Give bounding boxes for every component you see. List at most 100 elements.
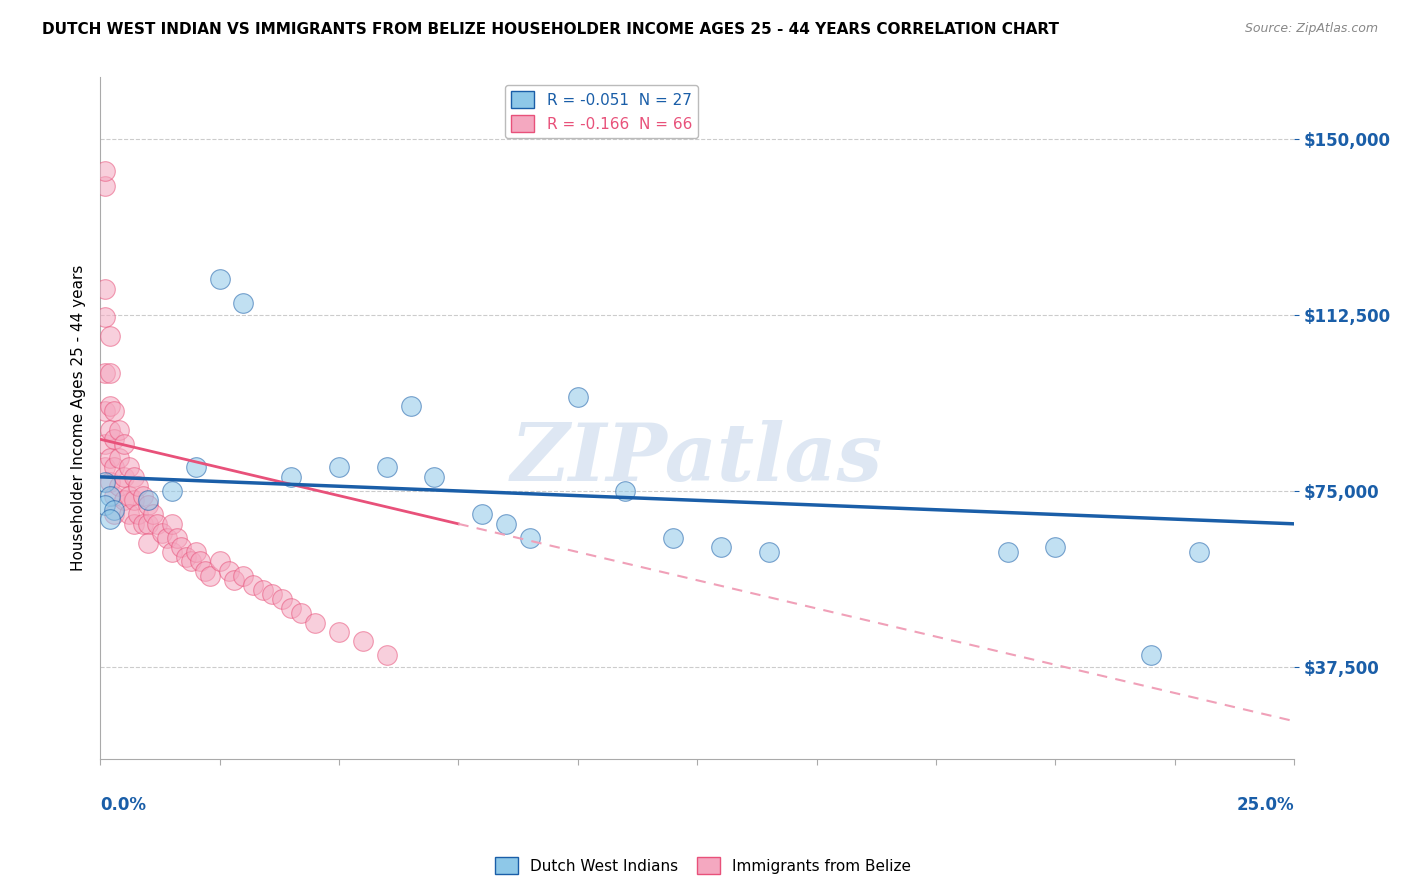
Point (136, 516, 159, 531)
Point (136, 535, 159, 549)
Point (103, 404, 125, 418)
Point (375, 648, 398, 663)
Point (94, 437, 117, 451)
Point (118, 508, 141, 522)
Point (997, 545, 1019, 559)
Text: 0.0%: 0.0% (100, 797, 146, 814)
Point (222, 573, 245, 587)
Point (1188, 545, 1211, 559)
Point (103, 502, 125, 516)
Point (108, 479, 131, 493)
Point (710, 541, 733, 555)
Point (136, 498, 159, 512)
Point (127, 479, 149, 493)
Point (252, 582, 274, 597)
Point (184, 545, 207, 559)
Point (1045, 541, 1067, 555)
Point (94, 282, 117, 296)
Point (122, 493, 145, 508)
Point (103, 508, 125, 522)
Point (170, 541, 193, 555)
Text: 25.0%: 25.0% (1236, 797, 1294, 814)
Point (232, 568, 254, 582)
Point (218, 564, 240, 578)
Legend: R = -0.051  N = 27, R = -0.166  N = 66: R = -0.051 N = 27, R = -0.166 N = 66 (505, 85, 697, 138)
Point (614, 483, 637, 498)
Point (118, 460, 141, 475)
Point (94, 367, 117, 381)
Point (94, 310, 117, 324)
Point (208, 272, 231, 286)
Point (194, 564, 217, 578)
Point (184, 460, 207, 475)
Point (94, 460, 117, 475)
Point (270, 592, 292, 607)
Text: DUTCH WEST INDIAN VS IMMIGRANTS FROM BELIZE HOUSEHOLDER INCOME AGES 25 - 44 YEAR: DUTCH WEST INDIAN VS IMMIGRANTS FROM BEL… (42, 22, 1059, 37)
Point (112, 470, 135, 484)
Point (132, 489, 155, 503)
Point (142, 508, 165, 522)
Point (118, 489, 141, 503)
Point (662, 531, 685, 545)
Point (98, 489, 121, 503)
Point (112, 493, 135, 508)
Point (519, 531, 541, 545)
Point (567, 390, 589, 404)
Point (122, 470, 145, 484)
Point (122, 516, 145, 531)
Point (290, 606, 312, 620)
Point (98, 451, 121, 466)
Text: ZIPatlas: ZIPatlas (510, 420, 883, 498)
Point (136, 493, 159, 508)
Point (98, 423, 121, 437)
Point (190, 554, 212, 568)
Point (103, 460, 125, 475)
Point (471, 508, 494, 522)
Point (156, 531, 179, 545)
Text: Source: ZipAtlas.com: Source: ZipAtlas.com (1244, 22, 1378, 36)
Point (94, 498, 117, 512)
Point (208, 554, 231, 568)
Point (262, 587, 284, 601)
Point (94, 475, 117, 489)
Point (98, 400, 121, 414)
Point (328, 460, 350, 475)
Point (758, 545, 780, 559)
Point (495, 516, 517, 531)
Point (160, 545, 183, 559)
Point (160, 483, 183, 498)
Point (103, 432, 125, 446)
Point (423, 470, 446, 484)
Point (280, 470, 302, 484)
Point (399, 400, 422, 414)
Point (94, 164, 117, 178)
Point (112, 437, 135, 451)
Point (160, 516, 183, 531)
Point (352, 634, 374, 648)
Point (304, 615, 326, 630)
Point (108, 423, 131, 437)
Point (98, 329, 121, 343)
Y-axis label: Householder Income Ages 25 - 44 years: Householder Income Ages 25 - 44 years (72, 265, 86, 571)
Point (150, 526, 173, 541)
Point (375, 460, 398, 475)
Point (242, 578, 264, 592)
Point (98, 512, 121, 526)
Point (166, 531, 188, 545)
Point (232, 296, 254, 310)
Point (98, 367, 121, 381)
Legend: Dutch West Indians, Immigrants from Belize: Dutch West Indians, Immigrants from Beli… (489, 851, 917, 880)
Point (132, 516, 155, 531)
Point (103, 489, 125, 503)
Point (94, 404, 117, 418)
Point (198, 568, 221, 582)
Point (328, 624, 350, 639)
Point (127, 508, 149, 522)
Point (94, 178, 117, 193)
Point (98, 475, 121, 489)
Point (146, 516, 169, 531)
Point (180, 554, 202, 568)
Point (280, 601, 302, 615)
Point (174, 549, 197, 564)
Point (108, 451, 131, 466)
